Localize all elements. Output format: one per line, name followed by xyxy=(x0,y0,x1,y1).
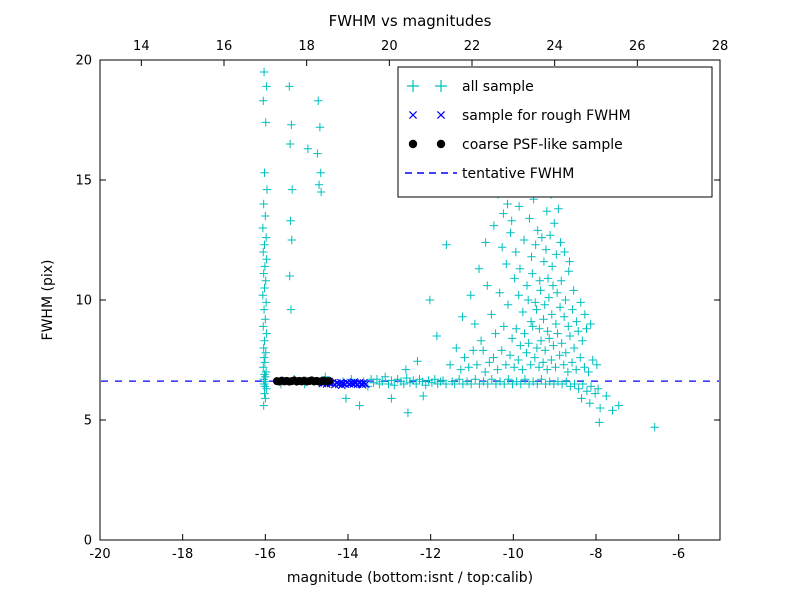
series-all-sample xyxy=(258,67,659,432)
plot-data-layer: -20 -18 -16 -14 -12 -10 -8 -6 14 16 18 20 22 24 26 28 0 5… xyxy=(75,39,728,562)
y-tick-label: 5 xyxy=(84,414,92,429)
top-tick-label: 28 xyxy=(712,39,729,54)
top-tick-label: 22 xyxy=(464,39,481,54)
legend-box xyxy=(397,66,713,198)
top-tick-label: 26 xyxy=(629,39,646,54)
legend-label: coarse PSF-like sample xyxy=(462,137,623,153)
y-tick-label: 0 xyxy=(84,534,92,549)
x-tick-label: -14 xyxy=(337,547,358,562)
plus-marker-icon xyxy=(407,80,447,92)
x-tick-label: -20 xyxy=(89,547,110,562)
y-tick-label: 10 xyxy=(75,294,92,309)
legend-item-coarse-psf: coarse PSF-like sample xyxy=(408,137,623,153)
top-tick-label: 20 xyxy=(381,39,398,54)
cross-marker-icon xyxy=(408,110,446,120)
tick-labels: -20 -18 -16 -14 -12 -10 -8 -6 14 16 18 20 22 24 26 28 0 5… xyxy=(75,39,728,562)
top-tick-label: 16 xyxy=(216,39,233,54)
y-tick-label: 20 xyxy=(75,54,92,69)
legend-item-tentative-fwhm: tentative FWHM xyxy=(405,166,574,182)
legend-item-rough-fwhm: sample for rough FWHM xyxy=(408,108,631,124)
x-tick-label: -8 xyxy=(590,547,603,562)
series-coarse-psf-like-sample xyxy=(272,376,333,386)
legend-item-all-sample: all sample xyxy=(407,79,534,95)
x-tick-label: -12 xyxy=(420,547,441,562)
x-tick-label: -10 xyxy=(503,547,524,562)
x-axis-label: magnitude (bottom:isnt / top:calib) xyxy=(287,570,533,586)
y-tick-label: 15 xyxy=(75,174,92,189)
chart-title: FWHM vs magnitudes xyxy=(329,12,492,30)
legend-label: sample for rough FWHM xyxy=(462,108,631,124)
legend-label: all sample xyxy=(462,79,534,95)
legend-label: tentative FWHM xyxy=(462,166,574,182)
top-tick-label: 18 xyxy=(298,39,315,54)
legend: all sample sample for rough FWHM coarse … xyxy=(397,66,713,198)
x-tick-label: -6 xyxy=(672,547,685,562)
top-tick-label: 14 xyxy=(133,39,150,54)
dot-marker-icon xyxy=(408,139,446,149)
x-tick-label: -16 xyxy=(255,547,276,562)
x-tick-label: -18 xyxy=(172,547,193,562)
axis-ticks xyxy=(99,59,721,541)
top-tick-label: 24 xyxy=(546,39,563,54)
series-sample-for-rough-fwhm xyxy=(318,377,370,390)
y-axis-label: FWHM (pix) xyxy=(40,260,56,341)
